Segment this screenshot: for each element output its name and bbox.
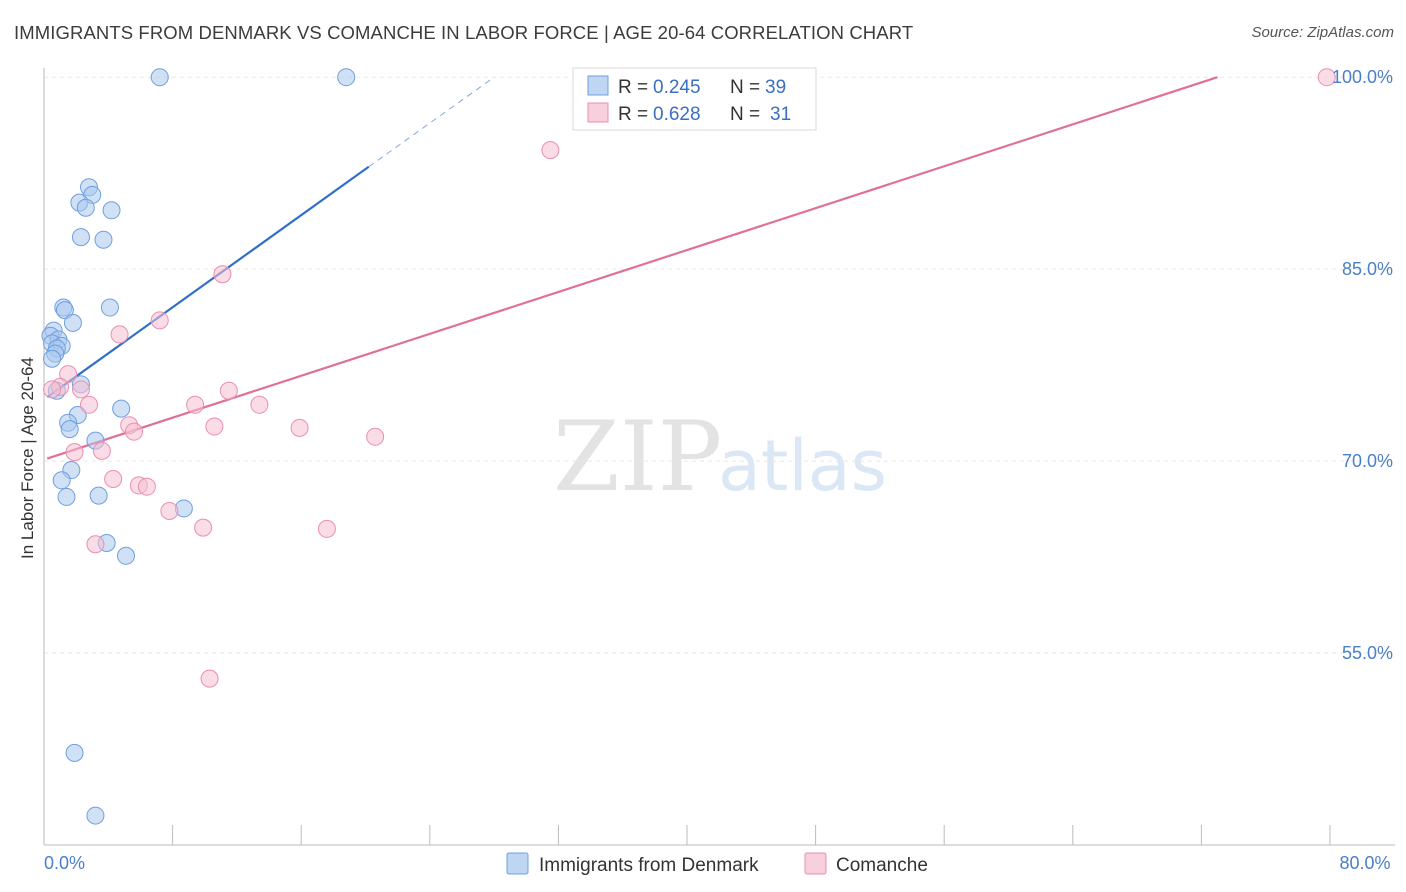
series-legend-swatch-denmark — [506, 852, 529, 875]
comanche-point — [317, 519, 336, 538]
legend-r-value: 0.628 — [653, 104, 701, 125]
y-tick-label: 85.0% — [1342, 259, 1393, 279]
comanche-point — [137, 477, 156, 496]
denmark-point — [100, 298, 119, 317]
comanche-point — [71, 380, 90, 399]
legend-n-label: N = — [730, 104, 760, 125]
comanche-point — [200, 669, 219, 688]
denmark-point — [60, 420, 79, 439]
legend-swatch-blue — [587, 75, 609, 96]
comanche-point — [104, 470, 123, 489]
legend-r-value: 0.245 — [653, 77, 701, 98]
denmark-point — [76, 198, 95, 217]
comanche-point — [92, 441, 111, 460]
comanche-point — [194, 518, 213, 537]
denmark-point — [116, 546, 135, 565]
legend-r-label: R = — [618, 104, 648, 125]
y-tick-labels: 100.0% 85.0% 70.0% 55.0% — [1332, 67, 1393, 663]
comanche-point — [290, 418, 309, 437]
y-tick-label: 70.0% — [1342, 451, 1393, 471]
denmark-point — [89, 486, 108, 505]
y-tick-label: 55.0% — [1342, 643, 1393, 663]
denmark-point — [63, 313, 82, 332]
comanche-point — [186, 395, 205, 414]
series-legend: Immigrants from Denmark Comanche — [506, 852, 928, 876]
denmark-point — [43, 349, 62, 368]
comanche-point — [150, 311, 169, 330]
comanche-point — [213, 265, 232, 284]
comanche-point — [80, 395, 99, 414]
comanche-point — [86, 535, 105, 554]
watermark-zip: ZIP — [553, 401, 722, 513]
series-legend-swatch-comanche — [804, 852, 827, 875]
watermark: ZIP atlas — [553, 401, 887, 513]
legend-n-label: N = — [730, 77, 760, 98]
trend-lines — [46, 76, 1218, 460]
denmark-trend-line — [46, 165, 370, 399]
comanche-point — [125, 422, 144, 441]
denmark-point — [55, 301, 74, 320]
legend-n-value: 31 — [770, 104, 791, 125]
denmark-point — [150, 68, 169, 87]
comanche-point — [541, 141, 560, 160]
y-axis-label: In Labor Force | Age 20-64 — [18, 357, 37, 559]
comanche-point — [110, 325, 129, 344]
denmark-point — [112, 399, 131, 418]
x-tick-label: 0.0% — [44, 853, 85, 873]
comanche-trend-line — [46, 76, 1218, 460]
y-tick-label: 100.0% — [1332, 67, 1393, 87]
comanche-point — [1317, 68, 1336, 87]
grid-lines — [44, 76, 1395, 654]
comanche-point — [43, 380, 62, 399]
stats-legend: R = 0.245 N = 39 R = 0.628 N = 31 — [572, 67, 817, 131]
denmark-point — [102, 201, 121, 220]
denmark-point — [57, 487, 76, 506]
legend-swatch-pink — [587, 102, 609, 123]
denmark-point — [94, 230, 113, 249]
comanche-point — [160, 502, 179, 521]
axes — [43, 68, 1395, 846]
denmark-point — [71, 228, 90, 247]
chart-source: Source: ZipAtlas.com — [1251, 24, 1394, 41]
legend-r-label: R = — [618, 77, 648, 98]
comanche-point — [366, 427, 385, 446]
series-legend-label-denmark: Immigrants from Denmark — [539, 855, 759, 876]
denmark-trend-extension — [368, 76, 495, 168]
watermark-atlas: atlas — [718, 425, 887, 507]
stats-legend-box — [572, 67, 817, 131]
comanche-point — [205, 417, 224, 436]
comanche-point — [250, 395, 269, 414]
x-tick-labels: 0.0% 80.0% — [44, 853, 1391, 873]
x-tick-label: 80.0% — [1339, 853, 1390, 873]
comanche-point — [59, 365, 78, 384]
denmark-point — [337, 68, 356, 87]
legend-n-value: 39 — [765, 77, 786, 98]
comanche-point — [65, 443, 84, 462]
series-legend-label-comanche: Comanche — [836, 855, 928, 876]
chart-title: IMMIGRANTS FROM DENMARK VS COMANCHE IN L… — [14, 22, 914, 43]
denmark-point — [65, 743, 84, 762]
denmark-point — [52, 471, 71, 490]
comanche-point — [219, 381, 238, 400]
data-points — [41, 68, 1336, 825]
denmark-point — [86, 806, 105, 825]
